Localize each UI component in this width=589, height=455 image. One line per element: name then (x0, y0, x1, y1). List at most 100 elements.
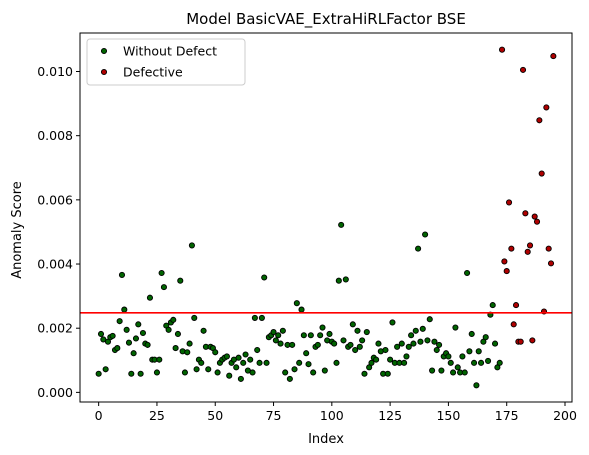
data-point (415, 245, 422, 252)
data-point (114, 345, 121, 352)
data-point (335, 277, 342, 284)
data-point (485, 357, 492, 364)
data-point (482, 334, 489, 341)
x-tick-label: 125 (378, 408, 402, 423)
x-tick-label: 75 (266, 408, 282, 423)
chart-title: Model BasicVAE_ExtraHiRLFactor BSE (186, 10, 466, 29)
data-point (501, 258, 508, 265)
data-point (412, 327, 419, 334)
data-point (454, 364, 461, 371)
data-point (461, 369, 468, 376)
x-tick-label: 150 (436, 408, 460, 423)
data-point (326, 330, 333, 338)
data-point (429, 367, 436, 374)
data-point (491, 340, 499, 347)
data-point (431, 338, 438, 345)
data-point (310, 369, 317, 376)
data-point (471, 359, 478, 366)
data-point (547, 260, 555, 267)
data-point (433, 346, 440, 354)
data-point (121, 306, 128, 313)
data-point (531, 213, 538, 220)
data-point (340, 337, 347, 344)
data-point (426, 316, 433, 323)
data-point (237, 375, 244, 382)
data-point (317, 332, 324, 339)
data-point (398, 340, 405, 347)
data-point (452, 324, 459, 331)
data-point (459, 353, 466, 360)
axis-ticks: 0 25 50 75 100 125 150 175 200 0.000 0.002 0.004 0.0… (37, 64, 577, 423)
y-tick-label: 0.000 (37, 385, 73, 400)
data-point (200, 327, 207, 334)
x-tick-label: 100 (320, 408, 344, 423)
data-point (417, 338, 424, 345)
data-point (314, 341, 321, 348)
x-axis-label: Index (308, 432, 344, 447)
data-point (177, 277, 184, 284)
legend-entry-label: Defective (123, 65, 183, 80)
y-tick-label: 0.004 (37, 257, 73, 272)
data-point (331, 340, 338, 347)
data-point (181, 369, 188, 376)
data-point (352, 346, 359, 354)
data-point (247, 356, 254, 363)
data-point (123, 326, 130, 333)
data-point (296, 359, 303, 366)
data-point (286, 375, 293, 382)
data-point (109, 332, 116, 339)
data-point (550, 53, 557, 60)
legend-box (86, 38, 246, 86)
data-point (466, 348, 473, 355)
data-point (282, 369, 289, 376)
data-point (529, 337, 536, 344)
data-point (405, 343, 412, 350)
data-point (146, 294, 153, 301)
data-point (468, 330, 475, 338)
data-point (538, 170, 545, 177)
data-point (394, 343, 401, 350)
data-point (137, 370, 144, 377)
data-point (307, 332, 314, 339)
data-point (303, 350, 310, 357)
data-point (503, 268, 510, 275)
data-point (223, 353, 230, 360)
data-point (363, 328, 370, 336)
data-point (226, 372, 233, 379)
data-point (305, 361, 312, 368)
data-point (198, 359, 205, 366)
series-defective (498, 46, 557, 345)
data-point (233, 364, 240, 371)
data-point (270, 328, 277, 336)
data-point (156, 356, 163, 363)
y-axis-label: Anomaly Score (10, 181, 25, 279)
x-tick-label: 175 (495, 408, 519, 423)
data-point (410, 340, 417, 347)
data-point (261, 274, 268, 281)
data-point (144, 341, 151, 348)
data-point (450, 369, 457, 376)
data-point (526, 242, 534, 249)
data-point (512, 302, 520, 309)
data-point (174, 330, 181, 338)
data-point (272, 337, 279, 344)
data-point (242, 351, 249, 358)
data-point (125, 339, 133, 346)
data-point (139, 329, 147, 337)
data-point (249, 369, 256, 376)
data-point (319, 324, 326, 331)
data-point (524, 248, 531, 255)
data-point (508, 245, 515, 252)
legend: Without Defect Defective (86, 38, 246, 86)
data-point (160, 284, 167, 291)
data-point (300, 332, 307, 339)
data-point (291, 366, 298, 373)
data-point (275, 332, 282, 339)
data-point (536, 117, 543, 124)
data-point (478, 359, 485, 366)
data-point (510, 321, 517, 328)
data-point (436, 341, 443, 348)
data-point (438, 367, 445, 374)
data-point (368, 359, 375, 366)
